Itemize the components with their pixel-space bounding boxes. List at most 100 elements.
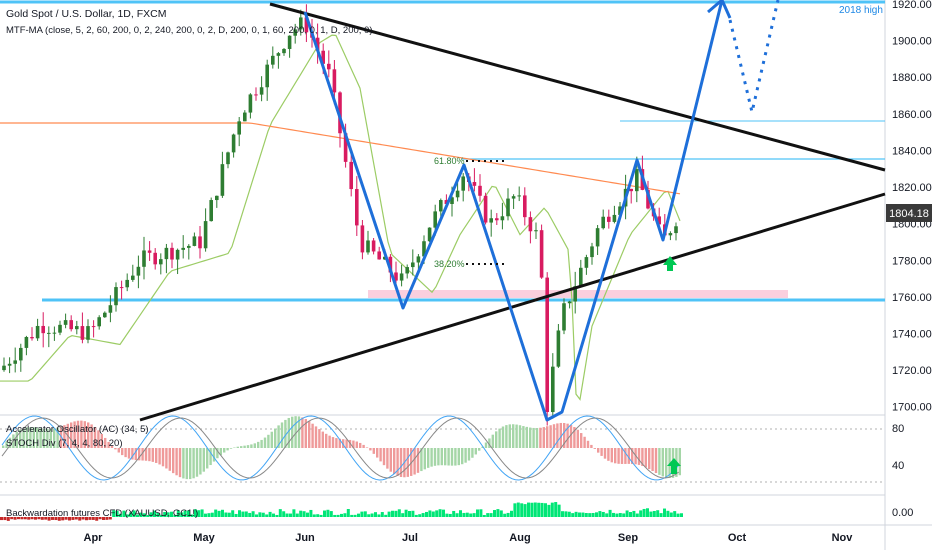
ac-bar bbox=[678, 448, 681, 476]
backwardation-bar bbox=[595, 512, 598, 517]
ac-bar bbox=[576, 429, 579, 448]
backwardation-bar bbox=[176, 510, 180, 517]
backwardation-bar bbox=[608, 509, 612, 517]
backwardation-bar bbox=[598, 511, 602, 517]
ac-bar bbox=[19, 429, 22, 448]
candle-body bbox=[444, 200, 449, 204]
price-tick-label: 1780.00 bbox=[892, 255, 932, 267]
ac-bar bbox=[437, 448, 440, 466]
ac-bar bbox=[389, 448, 392, 472]
backwardation-bar bbox=[652, 510, 656, 517]
backwardation-bar bbox=[455, 513, 459, 517]
projection-dotted bbox=[728, 0, 780, 113]
backwardation-bar bbox=[601, 511, 605, 517]
ac-bar bbox=[257, 441, 260, 448]
backwardation-bar bbox=[676, 513, 680, 517]
candle-body bbox=[321, 50, 325, 64]
ac-bar bbox=[379, 448, 382, 462]
ac-bar bbox=[365, 447, 369, 448]
ac-bar bbox=[5, 441, 8, 448]
ac-bar bbox=[648, 448, 651, 470]
backwardation-bar bbox=[340, 513, 343, 517]
backwardation-bar bbox=[578, 512, 581, 517]
candle-body bbox=[629, 188, 633, 192]
stoch-label: STOCH Div (7, 4, 4, 80, 20) bbox=[6, 438, 123, 449]
ac-bar bbox=[447, 448, 450, 466]
ac-bar bbox=[637, 448, 641, 465]
backwardation-bar bbox=[119, 513, 122, 517]
ac-bar bbox=[172, 448, 175, 474]
backwardation-bar bbox=[343, 513, 347, 517]
wave-pattern bbox=[303, 0, 724, 422]
ac-bar bbox=[478, 448, 481, 451]
candle-body bbox=[282, 48, 286, 54]
candle-body bbox=[506, 198, 510, 217]
candle-body bbox=[13, 360, 17, 364]
ac-label: Accelerator Oscillator (AC) (34, 5) bbox=[6, 424, 149, 435]
backwardation-bar bbox=[57, 517, 61, 521]
ac-bar bbox=[546, 426, 549, 448]
backwardation-bar bbox=[547, 504, 551, 517]
backwardation-bar bbox=[673, 511, 677, 517]
ac-bar bbox=[216, 448, 219, 459]
backwardation-bar bbox=[557, 504, 561, 517]
ac-bar bbox=[270, 431, 273, 448]
price-axis[interactable]: 1920.00 1900.00 1880.00 1860.00 1840.00 1820.… bbox=[892, 0, 932, 414]
candle-body bbox=[164, 247, 169, 260]
ac-bar bbox=[199, 448, 202, 475]
candle-body bbox=[433, 211, 437, 228]
backwardation-bar bbox=[618, 513, 622, 517]
backwardation-bar bbox=[10, 517, 14, 520]
backwardation-bar bbox=[108, 517, 112, 520]
backwardation-bar bbox=[428, 510, 432, 517]
candle-body bbox=[539, 230, 544, 278]
candle-body bbox=[47, 332, 51, 334]
ac-bar bbox=[202, 448, 205, 472]
backwardation-label: Backwardation futures CFD (XAUUSD, GC1!) bbox=[6, 508, 198, 519]
backwardation-bar bbox=[374, 512, 377, 517]
backwardation-bar bbox=[421, 513, 425, 517]
backwardation-bar bbox=[27, 517, 31, 520]
backwardation-bar bbox=[408, 511, 411, 517]
ac-bar bbox=[127, 448, 131, 459]
backwardation-bar bbox=[166, 512, 170, 517]
price-tick-label: 1700.00 bbox=[892, 402, 932, 414]
candle-body bbox=[209, 200, 213, 222]
backwardation-bar bbox=[384, 514, 388, 517]
backwardation-bar bbox=[367, 514, 371, 517]
candle-body bbox=[590, 246, 594, 258]
backwardation-bar bbox=[136, 514, 139, 517]
backwardation-bar bbox=[149, 512, 153, 517]
ac-bar bbox=[624, 448, 627, 464]
candle-body bbox=[299, 17, 303, 30]
price-tick-label: 1900.00 bbox=[892, 36, 932, 48]
chart-title: Gold Spot / U.S. Dollar, 1D, FXCM bbox=[6, 8, 166, 20]
ac-bar bbox=[627, 448, 630, 464]
candle-body bbox=[399, 273, 404, 281]
ac-bar bbox=[325, 433, 328, 448]
ac-bar bbox=[603, 448, 607, 459]
ac-bar bbox=[104, 437, 107, 448]
candles bbox=[2, 4, 678, 426]
ac-bar bbox=[495, 431, 498, 448]
ac-bar bbox=[250, 444, 253, 448]
ac-bar bbox=[444, 448, 447, 466]
candle-body bbox=[394, 272, 398, 281]
candle-body bbox=[114, 287, 118, 306]
time-axis[interactable]: Apr May Jun Jul Aug Sep Oct Nov bbox=[84, 532, 854, 544]
oscillator-axis: 80 40 bbox=[892, 423, 904, 472]
ac-bar bbox=[189, 448, 192, 480]
backwardation-bar bbox=[622, 513, 626, 517]
backwardation-bar bbox=[112, 510, 116, 517]
ac-bar bbox=[569, 424, 573, 448]
candle-body bbox=[2, 365, 6, 371]
backwardation-bar bbox=[499, 510, 503, 517]
backwardation-bar bbox=[554, 502, 558, 517]
ac-bar bbox=[382, 448, 386, 466]
candle-body bbox=[248, 94, 253, 113]
backwardation-bar bbox=[635, 513, 639, 517]
backwardation-bar bbox=[85, 517, 88, 521]
ac-bar bbox=[8, 437, 12, 448]
candle-body bbox=[674, 226, 678, 234]
